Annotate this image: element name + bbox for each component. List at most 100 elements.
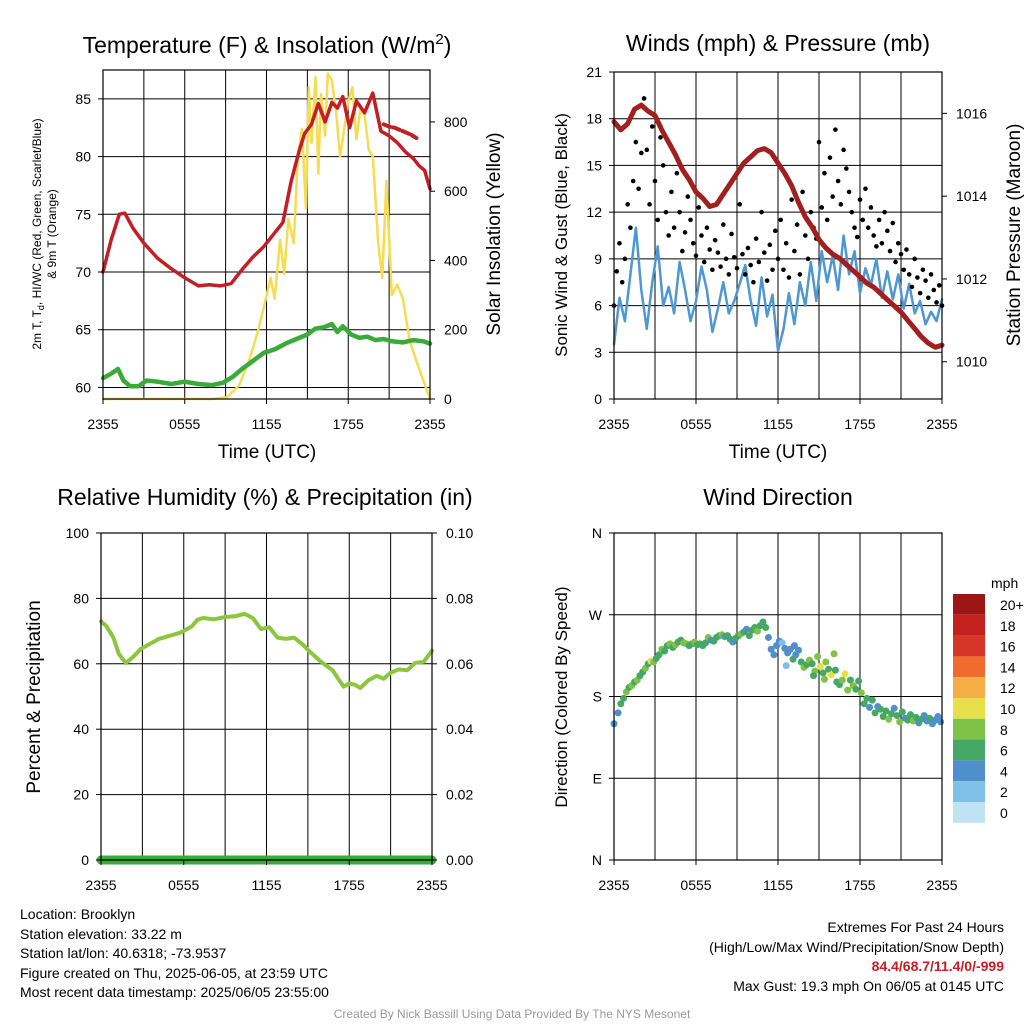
direction-point <box>857 689 865 697</box>
data-point-gust <box>792 248 797 254</box>
legend-swatch <box>953 594 985 615</box>
data-point-gust <box>734 265 740 271</box>
data-point-gust <box>663 209 669 215</box>
x-tick-label: 2355 <box>414 416 445 432</box>
data-point-gust <box>824 217 830 223</box>
direction-point <box>825 665 833 673</box>
x-tick-label: 0555 <box>680 877 711 893</box>
data-point-gust <box>800 189 805 195</box>
x-tick-label: 2355 <box>598 877 629 893</box>
direction-point <box>904 716 912 724</box>
data-point-gust <box>904 247 909 252</box>
direction-point <box>797 658 805 666</box>
x-tick-label: 1755 <box>844 416 875 432</box>
legend-swatch <box>953 614 985 636</box>
data-point-gust <box>838 202 844 207</box>
elevation-text: Station elevation: 33.22 m <box>20 925 182 942</box>
y-right-tick-label: 1012 <box>956 271 987 287</box>
data-point-gust <box>890 220 896 226</box>
legend-label: 8 <box>1000 722 1008 738</box>
y-tick-label: 100 <box>66 525 90 541</box>
data-point-gust <box>844 166 849 171</box>
data-point-gust <box>742 272 748 277</box>
location-text: Location: Brooklyn <box>20 906 136 922</box>
data-point-gust <box>863 186 868 192</box>
direction-point <box>814 653 822 661</box>
y-tick-label: 3 <box>594 344 602 360</box>
data-point-gust <box>767 242 773 248</box>
legend-swatch <box>953 802 985 823</box>
direction-point <box>822 658 830 666</box>
y-tick-label: N <box>592 525 602 541</box>
y-tick-label: 65 <box>75 322 91 338</box>
data-point-gust <box>721 222 726 227</box>
station-info: Location: Brooklyn Station elevation: 33… <box>20 905 329 1003</box>
data-point-gust <box>874 244 879 249</box>
legend-swatch <box>953 718 985 740</box>
y-right-tick-label: 0.00 <box>446 852 473 868</box>
data-point-gust <box>854 234 860 240</box>
x-tick-label: 2355 <box>926 877 957 893</box>
wind-xlabel: Time (UTC) <box>729 442 828 463</box>
x-tick-label: 2355 <box>598 416 629 432</box>
data-point-gust <box>794 222 800 227</box>
credit-text: Created By Nick Bassill Using Data Provi… <box>333 1007 691 1021</box>
legend-label: 10 <box>1000 701 1016 717</box>
rh-title: Relative Humidity (%) & Precipitation (i… <box>57 484 472 510</box>
direction-point <box>896 718 904 726</box>
data-point-gust <box>849 209 855 215</box>
data-point-gust <box>781 267 786 273</box>
dir-ylabel: Direction (Colored By Speed) <box>552 586 571 807</box>
max-gust-text: Max Gust: 19.3 mph On 06/05 at 0145 UTC <box>733 977 1004 994</box>
data-point-gust <box>671 225 677 231</box>
wind-title: Winds (mph) & Pressure (mb) <box>626 30 930 56</box>
data-point-gust <box>652 178 658 184</box>
x-tick-label: 1755 <box>844 877 875 893</box>
legend-unit: mph <box>991 575 1018 591</box>
direction-point <box>852 685 860 693</box>
data-point-gust <box>682 230 688 235</box>
created-text: Figure created on Thu, 2025-06-05, at 23… <box>20 964 328 981</box>
x-tick-label: 0555 <box>680 416 711 432</box>
x-tick-label: 2355 <box>87 416 118 432</box>
data-point-gust <box>808 209 814 215</box>
data-point-gust <box>644 147 650 153</box>
y-tick-label: 12 <box>586 204 602 220</box>
humidity-panel: Relative Humidity (%) & Precipitation (i… <box>24 484 473 893</box>
legend-swatch <box>953 760 985 782</box>
data-point-gust <box>846 189 852 195</box>
direction-point <box>759 618 767 626</box>
data-point-gust <box>685 194 691 199</box>
y-right-tick-label: 0.02 <box>446 787 473 803</box>
direction-point <box>745 632 753 640</box>
y-tick-label: 60 <box>75 379 91 395</box>
direction-point <box>743 625 751 633</box>
direction-point <box>620 694 628 702</box>
data-point-gust <box>647 202 652 207</box>
data-point-gust <box>786 275 792 280</box>
data-point-gust <box>762 250 767 255</box>
data-point-gust <box>617 240 622 246</box>
data-point-gust <box>926 295 931 301</box>
data-point-gust <box>630 178 636 184</box>
direction-point <box>937 718 945 726</box>
legend-swatch <box>953 698 985 719</box>
x-tick-label: 0555 <box>168 877 199 893</box>
data-point-gust <box>680 248 685 254</box>
direction-point <box>827 671 835 679</box>
direction-point <box>810 672 818 680</box>
direction-point <box>893 712 901 720</box>
y-tick-label: 18 <box>586 111 602 127</box>
wind-ylabel: Sonic Wind & Gust (Blue, Black) <box>552 113 571 357</box>
direction-point <box>830 650 838 658</box>
y-tick-label: 85 <box>75 91 91 107</box>
data-point-gust <box>797 272 803 277</box>
x-tick-label: 1155 <box>763 877 793 893</box>
data-point-gust <box>789 197 794 202</box>
extremes-subtitle: (High/Low/Max Wind/Precipitation/Snow De… <box>709 938 1004 955</box>
legend-label: 14 <box>1000 659 1016 675</box>
data-point-gust <box>693 253 699 259</box>
direction-point <box>926 714 934 722</box>
series-line-line <box>101 91 432 288</box>
data-point-gust <box>901 267 907 273</box>
